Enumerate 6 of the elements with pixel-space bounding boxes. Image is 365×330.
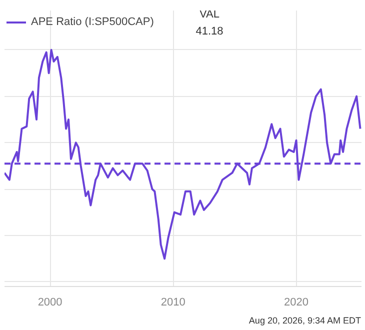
- x-tick-label: 2010: [160, 296, 186, 308]
- text: Aug 20, 2026, 9:34 AM EDT: [248, 316, 362, 326]
- text: 41.18: [196, 26, 224, 38]
- x-tick-label: 2000: [38, 296, 62, 308]
- x-tick-label: 2020: [284, 296, 309, 308]
- legend-label: APE Ratio (I:SP500CAP): [31, 16, 154, 28]
